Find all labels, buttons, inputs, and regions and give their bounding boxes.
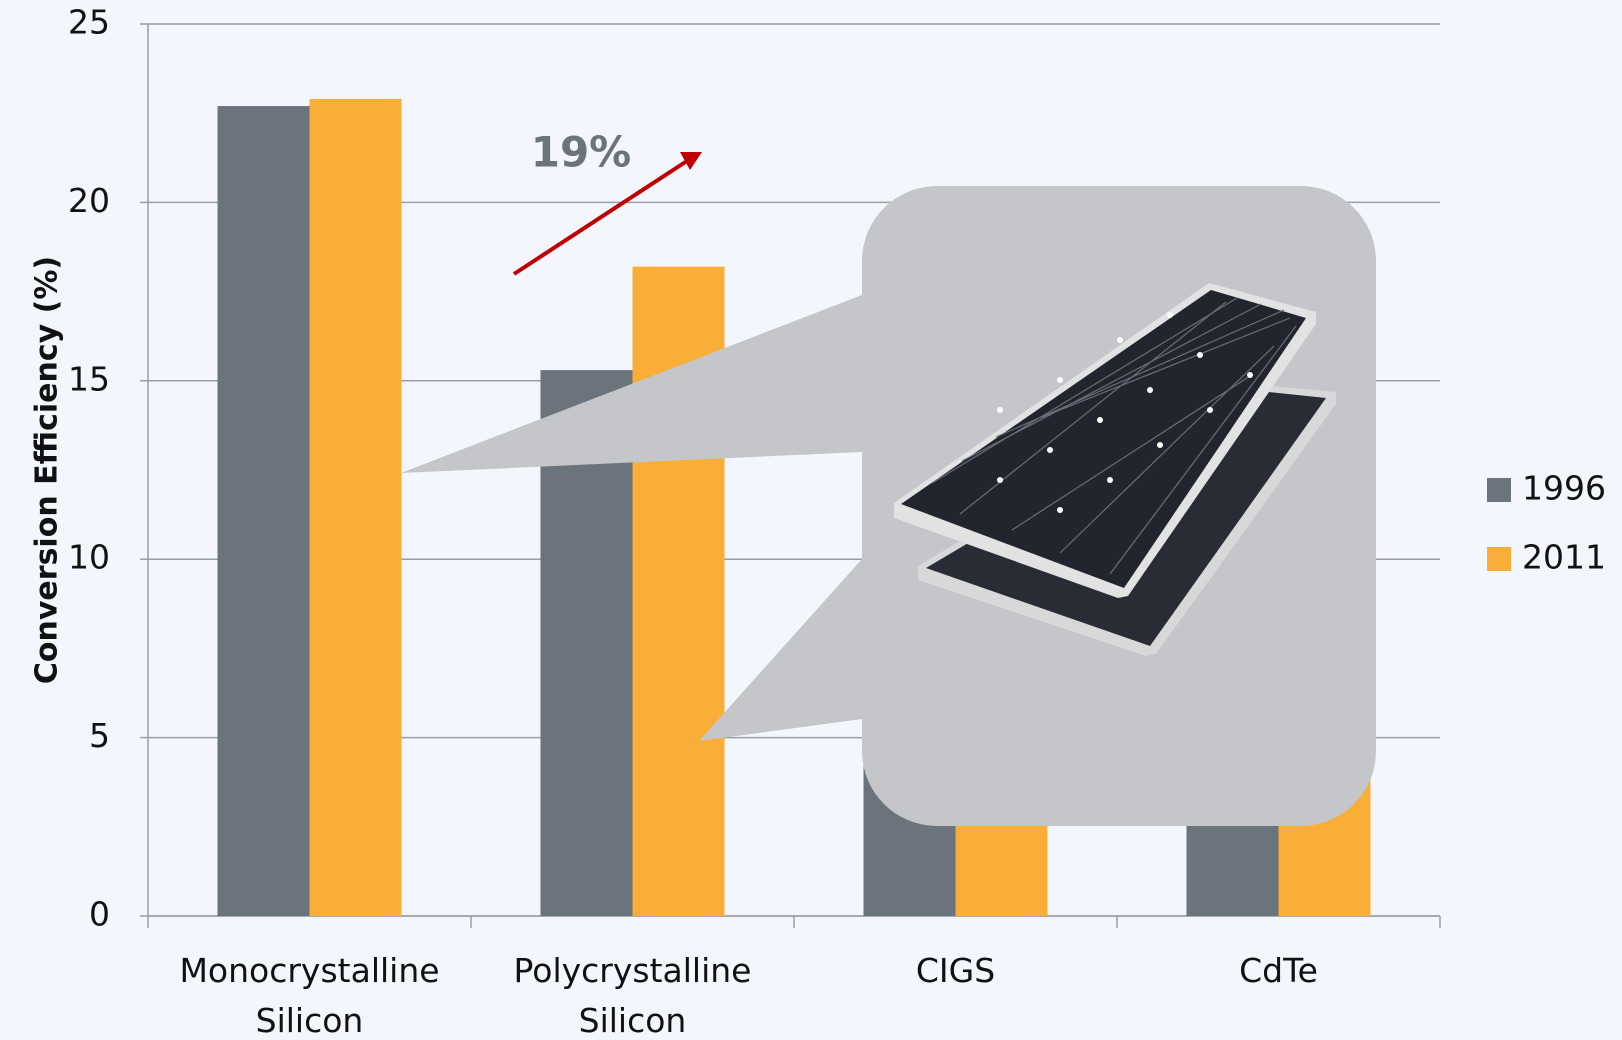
legend-label: 1996: [1522, 469, 1606, 508]
y-axis-label: Conversion Efficiency (%): [30, 256, 65, 684]
y-tick-label: 25: [68, 3, 110, 42]
callout: [401, 186, 1376, 826]
legend-swatch: [1487, 547, 1511, 571]
callout-pointer: [401, 295, 862, 473]
arrow-head: [680, 152, 702, 170]
y-tick-label: 0: [89, 895, 110, 934]
y-tick-label: 5: [89, 716, 110, 755]
x-tick-label: CIGS: [915, 951, 996, 990]
y-tick-label: 15: [68, 359, 110, 398]
x-tick-label: Monocrystalline Silicon: [179, 951, 440, 1040]
legend-swatch: [1487, 478, 1511, 502]
annotation: 19%: [512, 128, 702, 276]
x-tick-label: CdTe: [1239, 951, 1318, 990]
legend-label: 2011: [1522, 538, 1606, 577]
bar: [217, 106, 310, 916]
bar: [309, 98, 402, 917]
callout-pointer: [699, 559, 862, 741]
solar-panel-image: [894, 283, 1336, 656]
annotation-text: 19%: [531, 128, 632, 177]
y-tick-label: 20: [68, 181, 110, 220]
arrow: [512, 157, 692, 276]
x-tick-label: Polycrystalline Silicon: [513, 951, 752, 1040]
y-tick-label: 10: [68, 538, 110, 577]
